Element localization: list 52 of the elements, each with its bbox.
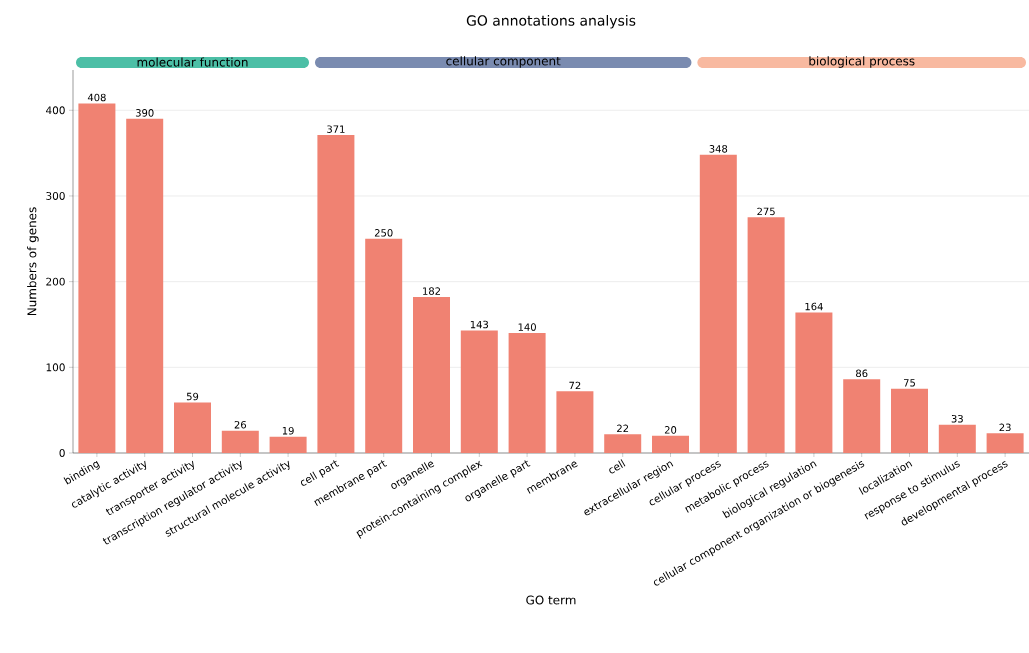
- bar: [508, 333, 546, 453]
- bar: [174, 402, 211, 453]
- data-label: 408: [87, 93, 106, 102]
- bar: [891, 388, 929, 453]
- data-label: 250: [374, 229, 393, 237]
- bar: [747, 217, 785, 453]
- bar: [365, 238, 403, 453]
- bar: [460, 330, 498, 453]
- data-label: 19: [282, 426, 294, 435]
- data-label: 72: [569, 381, 581, 390]
- y-tick-label: 100: [46, 363, 65, 372]
- bar: [795, 312, 833, 453]
- bar: [221, 430, 259, 453]
- text: molecular function: [137, 57, 248, 67]
- bar: [556, 391, 594, 453]
- data-label: 33: [951, 414, 963, 423]
- data-label: 390: [135, 109, 154, 117]
- data-label: 182: [423, 287, 441, 295]
- bar: [78, 103, 116, 453]
- y-tick-label: 0: [59, 449, 65, 457]
- data-label: 275: [757, 207, 775, 216]
- x-tick-label: cell: [609, 459, 626, 474]
- bar: [413, 297, 450, 453]
- text: cellular component: [446, 56, 561, 68]
- bar: [269, 436, 307, 453]
- bar: [604, 434, 642, 453]
- bar: [986, 433, 1024, 453]
- y-tick-label: 300: [46, 191, 65, 200]
- data-label: 86: [856, 369, 868, 378]
- bar: [652, 435, 690, 453]
- data-label: 59: [186, 392, 199, 401]
- y-tick-label: 400: [46, 106, 65, 115]
- y-tick-label: 200: [46, 277, 65, 286]
- bar: [938, 424, 976, 453]
- text: biological process: [809, 56, 915, 68]
- bar: [699, 154, 737, 453]
- data-label: 164: [805, 302, 823, 311]
- bar: [317, 135, 355, 453]
- data-label: 26: [234, 420, 247, 429]
- data-label: 143: [470, 320, 489, 329]
- chart-title: GO annotations analysis: [466, 15, 636, 29]
- y-axis-title: Numbers of genes: [27, 207, 39, 316]
- data-label: 75: [903, 379, 915, 387]
- bar: [843, 379, 881, 453]
- x-axis-title: GO term: [526, 595, 576, 605]
- data-label: 22: [617, 424, 629, 432]
- data-label: 23: [999, 423, 1011, 432]
- data-label: 140: [518, 323, 536, 331]
- bar: [126, 118, 164, 453]
- data-label: 371: [327, 125, 345, 133]
- data-label: 20: [664, 426, 677, 434]
- data-label: 348: [709, 145, 728, 153]
